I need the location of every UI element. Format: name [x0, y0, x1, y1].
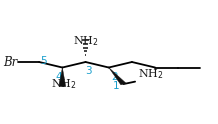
Text: NH$_2$: NH$_2$: [138, 67, 164, 81]
Polygon shape: [109, 67, 126, 85]
Text: Br: Br: [3, 56, 17, 68]
Text: 3: 3: [85, 66, 92, 76]
Text: 1: 1: [113, 81, 119, 91]
Text: NH$_2$: NH$_2$: [73, 34, 98, 48]
Text: 5: 5: [40, 57, 47, 66]
Text: 4: 4: [56, 72, 62, 82]
Polygon shape: [59, 67, 66, 87]
Text: NH$_2$: NH$_2$: [51, 77, 76, 91]
Text: 2: 2: [111, 72, 118, 82]
